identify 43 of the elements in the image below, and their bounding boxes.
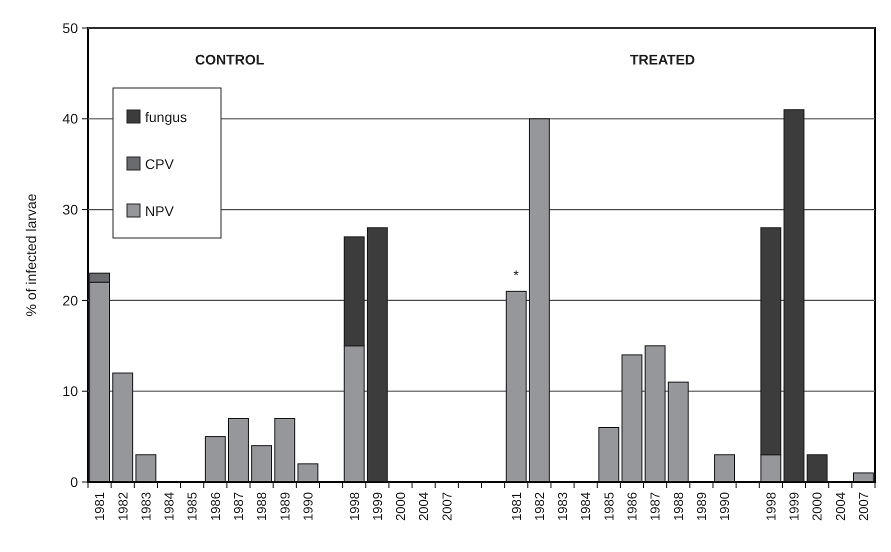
y-tick-label: 50: [62, 20, 78, 36]
x-tick-label: 1982: [115, 492, 130, 521]
x-tick-label: 1984: [162, 492, 177, 521]
x-tick-label: 1999: [370, 492, 385, 521]
x-tick-label: 1983: [555, 492, 570, 521]
x-tick-label: 1998: [763, 492, 778, 521]
y-axis-title: % of infected larvae: [23, 193, 39, 316]
x-tick-label: 1985: [601, 492, 616, 521]
y-tick-label: 30: [62, 202, 78, 218]
x-tick-label: 1989: [277, 492, 292, 521]
x-tick-label: 1999: [786, 492, 802, 521]
legend-label: fungus: [145, 108, 188, 125]
x-tick-label: 2007: [439, 492, 454, 521]
y-tick-label: 0: [70, 474, 78, 490]
x-tick-label: 1986: [208, 492, 223, 521]
x-tick-label: 1987: [648, 492, 663, 521]
x-tick-label: 1987: [231, 492, 246, 521]
legend-label: NPV: [145, 202, 174, 219]
x-tick-label: 1988: [254, 492, 270, 521]
y-tick-label: 40: [62, 110, 78, 127]
y-tick-label: 10: [62, 383, 78, 400]
x-tick-label: 1984: [578, 492, 594, 521]
x-tick-label: 2000: [810, 492, 825, 521]
x-tick-label: 2007: [856, 492, 871, 521]
annotation: CONTROL: [195, 51, 265, 68]
x-tick-label: 1985: [184, 492, 200, 521]
x-tick-label: 1990: [717, 492, 732, 521]
x-tick-label: 2000: [393, 492, 408, 521]
x-tick-label: 1983: [138, 492, 154, 521]
x-tick-label: 1982: [532, 492, 547, 521]
legend-label: CPV: [145, 156, 174, 172]
x-tick-label: 1981: [92, 492, 108, 521]
x-tick-label: 1981: [508, 492, 524, 521]
x-tick-label: 1998: [346, 492, 362, 521]
annotation: TREATED: [630, 51, 696, 68]
x-tick-label: 1989: [694, 492, 709, 521]
x-tick-label: 1988: [670, 492, 686, 521]
x-tick-label: 1986: [624, 492, 640, 521]
x-tick-label: 2004: [416, 492, 432, 521]
x-tick-label: 2004: [832, 492, 848, 521]
annotation: *: [513, 266, 520, 283]
x-tick-label: 1990: [300, 492, 316, 521]
y-tick-label: 20: [62, 292, 78, 308]
